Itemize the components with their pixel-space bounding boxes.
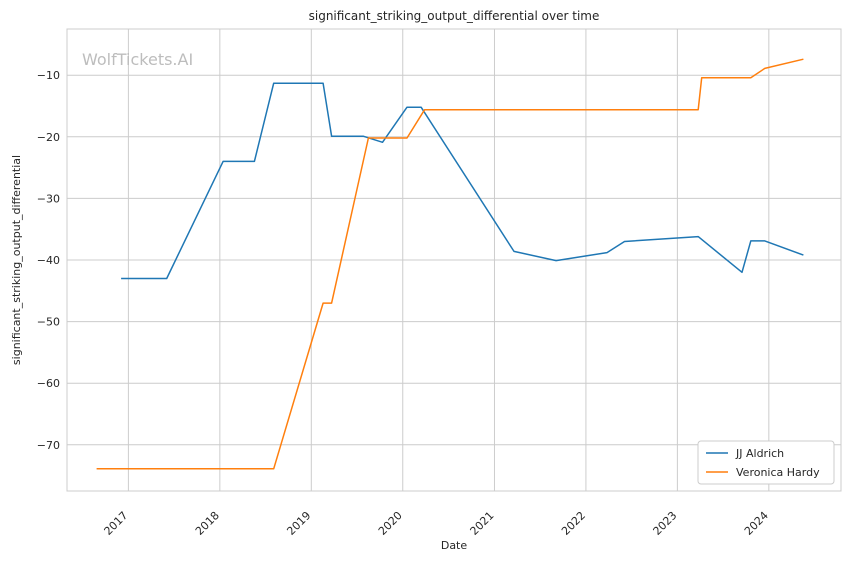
y-tick-label-1: −20 bbox=[37, 131, 60, 144]
x-tick-label-2019: 2019 bbox=[284, 509, 313, 538]
grid bbox=[67, 29, 841, 491]
series-line-veronica-hardy bbox=[96, 58, 804, 470]
series-line-jj-aldrich bbox=[121, 82, 804, 280]
x-tick-label-2020: 2020 bbox=[376, 509, 405, 538]
y-tick-label-2: −30 bbox=[37, 192, 60, 205]
series-lines bbox=[96, 58, 804, 470]
x-tick-label-2022: 2022 bbox=[559, 509, 588, 538]
x-axis-label: Date bbox=[441, 539, 468, 552]
y-tick-label-4: −50 bbox=[37, 316, 60, 329]
y-tick-label-5: −60 bbox=[37, 377, 60, 390]
x-tick-label-2021: 2021 bbox=[468, 509, 497, 538]
legend-label-veronica-hardy: Veronica Hardy bbox=[736, 466, 820, 479]
x-tick-label-2017: 2017 bbox=[102, 509, 131, 538]
y-tick-label-3: −40 bbox=[37, 254, 60, 267]
watermark-text: WolfTickets.AI bbox=[82, 50, 193, 69]
plot-frame bbox=[66, 28, 842, 492]
x-tick-label-2023: 2023 bbox=[651, 509, 680, 538]
y-axis-ticks: −10 −20 −30 −40 −50 −60 −70 bbox=[37, 69, 60, 452]
chart-title: significant_striking_output_differential… bbox=[309, 9, 600, 23]
legend: JJ Aldrich Veronica Hardy bbox=[697, 440, 835, 485]
x-tick-label-2024: 2024 bbox=[742, 509, 771, 538]
x-axis-ticks: 2017 2018 2019 2020 2021 2022 2023 2024 bbox=[102, 509, 771, 538]
x-tick-label-2018: 2018 bbox=[193, 509, 222, 538]
legend-label-jj-aldrich: JJ Aldrich bbox=[735, 447, 784, 460]
legend-box bbox=[697, 440, 835, 485]
y-tick-label-6: −70 bbox=[37, 439, 60, 452]
y-tick-label-0: −10 bbox=[37, 69, 60, 82]
y-axis-label: significant_striking_output_differential bbox=[10, 155, 23, 365]
